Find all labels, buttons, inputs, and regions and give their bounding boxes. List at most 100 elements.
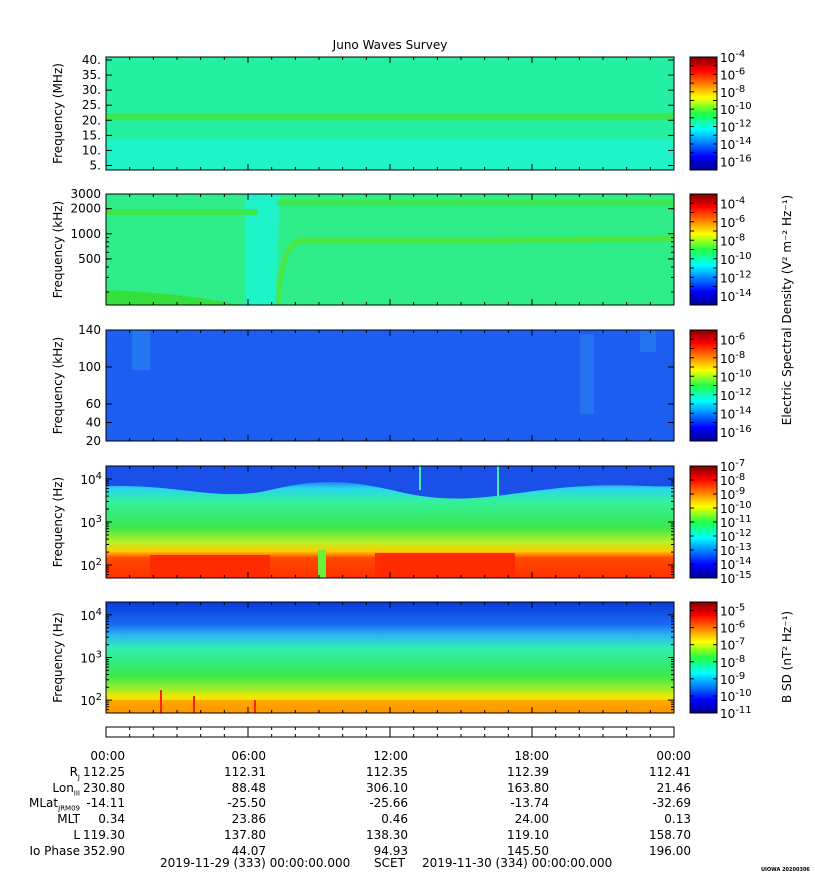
x-tick-label: 00:00 (656, 749, 691, 763)
colorbar-3 (689, 329, 718, 442)
colorbar-tick-label: 10-11 (720, 705, 752, 721)
y-tick-label: 40 (86, 416, 101, 430)
ephemeris-value: 94.93 (373, 843, 408, 858)
magnetic-colorbar-label: B SD (nT² Hz⁻¹) (780, 611, 794, 703)
upper-band-left (106, 209, 258, 215)
panel-hfr-high (105, 56, 675, 171)
colorbar-tick-label: 10-9 (720, 671, 745, 687)
colorbar-tick-label: 10-14 (720, 288, 752, 304)
colorbar-tick-label: 10-9 (720, 486, 745, 502)
end-time: 2019-11-30 (334) 00:00:00.000 (422, 856, 613, 870)
low-frequency-emission (106, 290, 240, 305)
colorbar-tick-label: 10-8 (720, 654, 745, 670)
colorbar-4 (689, 465, 718, 579)
ephemeris-value: 0.34 (98, 812, 125, 827)
y-axis-label: Frequency (kHz) (51, 337, 65, 434)
ephemeris-value: -32.69 (652, 796, 691, 811)
x-tick-label: 00:00 (90, 749, 125, 763)
colorbar-fill (689, 601, 718, 714)
y-tick-label: 20 (86, 434, 101, 448)
ephemeris-value: 138.30 (366, 827, 408, 842)
colorbar-tick-label: 10-16 (720, 424, 752, 440)
faint-feature-1 (132, 330, 150, 370)
y-tick-label: 104 (80, 471, 102, 487)
colorbar-tick-label: 10-16 (720, 153, 752, 169)
axis-ticks (105, 56, 717, 737)
ephemeris-value: 230.80 (83, 780, 125, 795)
colorbar-tick-label: 10-4 (720, 195, 745, 211)
ephemeris-subscript: J (77, 773, 80, 782)
y-tick-label: 102 (80, 692, 102, 708)
y-tick-label: 500 (78, 252, 101, 266)
ephemeris-value: 137.80 (224, 827, 266, 842)
colorbar-tick-label: 10-8 (720, 350, 745, 366)
panel-lfr-high (105, 329, 675, 442)
colorbar-tick-label: 10-12 (720, 528, 752, 544)
cutoff-wave (106, 466, 674, 499)
red-spike-3 (254, 700, 256, 713)
panel-lfr-low-e (105, 465, 675, 579)
electric-colorbar-label: Electric Spectral Density (V² m⁻² Hz⁻¹) (780, 195, 794, 425)
colorbar-tick-label: 10-12 (720, 119, 752, 135)
colorbar-tick-label: 10-6 (720, 620, 745, 636)
ephemeris-value: 119.30 (83, 827, 125, 842)
ephemeris-value: 88.48 (231, 780, 266, 795)
y-tick-label: 15. (82, 128, 101, 142)
spectrogram-background (106, 602, 674, 713)
y-tick-label: 60 (86, 397, 101, 411)
ephemeris-subscript: III (73, 789, 80, 798)
ephemeris-label: MLT (57, 812, 80, 827)
colorbar-1 (689, 56, 718, 171)
ephemeris-label: MLatJRM09 (29, 796, 80, 813)
colorbar-fill (689, 465, 718, 579)
colorbar-tick-label: 10-12 (720, 387, 752, 403)
colorbar-tick-label: 10-10 (720, 688, 752, 704)
colorbar-tick-label: 10-6 (720, 214, 745, 230)
y-axis-label: Frequency (Hz) (51, 477, 65, 568)
ramp-emission (276, 236, 674, 305)
emission-line-21mhz (106, 113, 674, 120)
axis-labels: 40.35.30.25.20.15.10.5. Frequency (MHz) 10… (51, 49, 752, 721)
ephemeris-value: 23.86 (231, 812, 266, 827)
colorbar-fill (689, 56, 718, 171)
ephemeris-label: LonIII (52, 780, 80, 798)
x-tick-label: 12:00 (373, 749, 408, 763)
y-tick-label: 140 (78, 323, 101, 337)
green-spike-2 (497, 466, 499, 496)
colorbar-tick-label: 10-10 (720, 251, 752, 267)
panel-lfr-low-b (105, 601, 675, 714)
red-band-1 (150, 555, 270, 578)
colorbar-tick-label: 10-10 (720, 500, 752, 516)
colorbar-tick-label: 10-13 (720, 542, 752, 558)
high-frequency-cutoff (246, 194, 280, 305)
ephemeris-value: 44.07 (231, 843, 266, 858)
y-tick-label: 103 (80, 650, 102, 666)
footer-tag: UIOWA 20200306 (761, 867, 810, 873)
ephemeris-value: 158.70 (649, 827, 691, 842)
y-tick-label: 102 (80, 557, 102, 573)
red-spike-1 (160, 690, 162, 713)
ephemeris-value: 196.00 (649, 843, 691, 858)
colorbar-tick-label: 10-14 (720, 136, 752, 152)
ephemeris-label: RJ (69, 765, 80, 782)
ephemeris-value: 306.10 (366, 780, 408, 795)
colorbar-tick-label: 10-14 (720, 556, 752, 572)
ephemeris-value: -25.50 (227, 796, 266, 811)
colorbar-fill (689, 329, 718, 442)
y-axis-label: Frequency (kHz) (51, 201, 65, 298)
ephemeris-value: 145.50 (507, 843, 549, 858)
colorbar-tick-label: 10-10 (720, 368, 752, 384)
colorbar-tick-label: 10-4 (720, 49, 745, 65)
colorbar-tick-label: 10-8 (720, 232, 745, 248)
start-time: 2019-11-29 (333) 00:00:00.000 (160, 856, 351, 870)
colorbar-tick-label: 10-11 (720, 514, 752, 530)
green-spike-1 (318, 550, 326, 578)
y-tick-label: 3000 (70, 187, 101, 201)
faint-feature-3 (640, 330, 656, 352)
y-tick-label: 2000 (70, 202, 101, 216)
colorbar-tick-label: 10-7 (720, 637, 745, 653)
colorbar-tick-label: 10-12 (720, 269, 752, 285)
y-tick-label: 40. (82, 53, 101, 67)
panel-hfr-low (105, 193, 675, 306)
